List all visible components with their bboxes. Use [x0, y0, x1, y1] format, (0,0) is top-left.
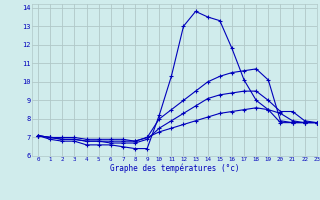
X-axis label: Graphe des températures (°c): Graphe des températures (°c)	[110, 164, 239, 173]
